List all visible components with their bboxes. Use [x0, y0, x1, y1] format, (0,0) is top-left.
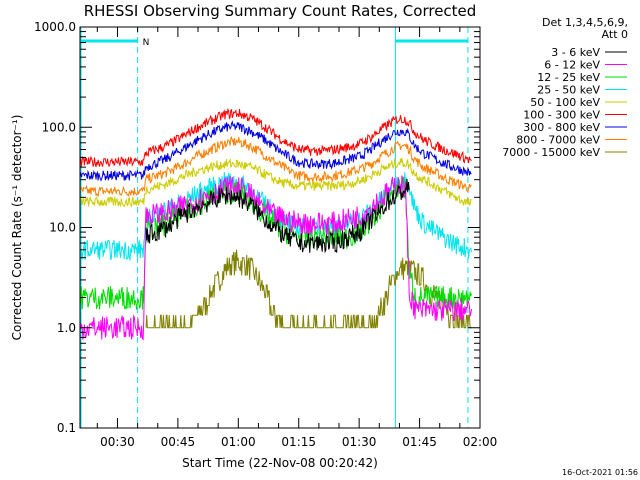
series-line-3-6-kev — [145, 178, 410, 254]
data-layer — [79, 27, 472, 428]
legend-label: 800 - 7000 keV — [516, 134, 600, 147]
y-tick-label: 0.1 — [57, 421, 76, 435]
series-line-100-300-kev — [79, 108, 472, 168]
legend-label: 3 - 6 keV — [551, 46, 600, 59]
footer-timestamp: 16-Oct-2021 01:56 — [562, 468, 638, 477]
series-line-50-100-kev — [79, 157, 472, 208]
legend-label: 100 - 300 keV — [523, 109, 600, 122]
series-line-800-7000-kev — [79, 136, 472, 198]
x-tick-label: 01:45 — [402, 435, 437, 449]
x-tick-label: 01:30 — [342, 435, 377, 449]
x-axis-label: Start Time (22-Nov-08 00:20:42) — [182, 456, 378, 470]
y-tick-label: 1.0 — [57, 321, 76, 335]
x-tick-label: 01:00 — [221, 435, 256, 449]
night-marker: N — [143, 38, 150, 48]
x-tick-label: 00:45 — [161, 435, 196, 449]
y-tick-label: 100.0 — [42, 120, 76, 134]
x-tick-label: 01:15 — [281, 435, 316, 449]
chart-title: RHESSI Observing Summary Count Rates, Co… — [84, 2, 477, 20]
y-axis-label: Corrected Count Rate (s⁻¹ detector⁻¹) — [10, 115, 24, 341]
legend-header: Det 1,3,4,5,6,9, — [542, 16, 628, 29]
legend-label: 7000 - 15000 keV — [502, 146, 600, 159]
legend-label: 6 - 12 keV — [544, 59, 600, 72]
text-layer: N 0.1 1.0 10.0 100.0 1000.0 00:30 00:45 01:00 01:… — [10, 2, 638, 477]
series-line-7000-15000-kev — [145, 249, 472, 329]
legend-label: 12 - 25 keV — [537, 71, 600, 84]
legend-label: 300 - 800 keV — [523, 121, 600, 134]
axes — [79, 26, 481, 429]
legend-label: 25 - 50 keV — [537, 84, 600, 97]
legend-label: 50 - 100 keV — [530, 96, 600, 109]
x-tick-label: 02:00 — [463, 435, 498, 449]
series-line-6-12-kev — [79, 175, 472, 341]
series-line-300-800-kev — [79, 120, 472, 182]
legend-header: Att 0 — [602, 28, 628, 41]
y-tick-label: 1000.0 — [34, 20, 76, 34]
x-tick-label: 00:30 — [100, 435, 135, 449]
y-tick-label: 10.0 — [49, 221, 76, 235]
